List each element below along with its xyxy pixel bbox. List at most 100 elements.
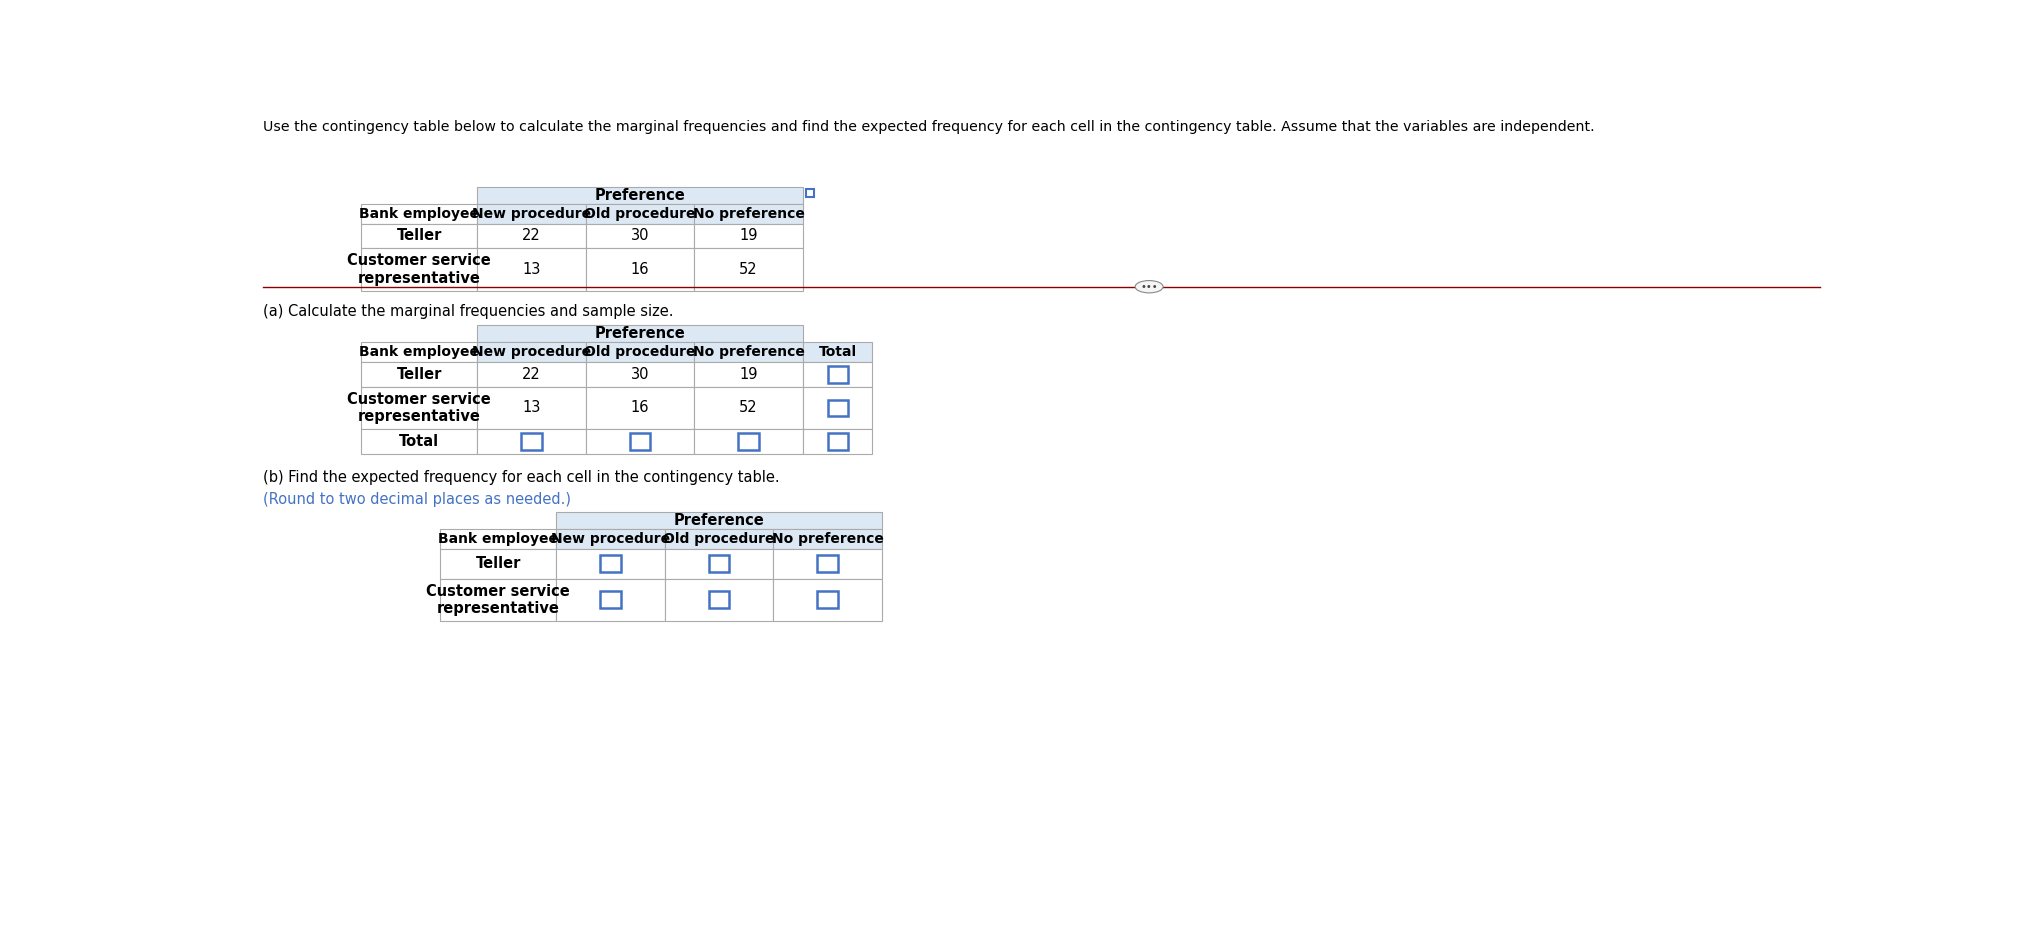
FancyBboxPatch shape — [478, 224, 585, 248]
FancyBboxPatch shape — [695, 248, 803, 290]
Text: 19: 19 — [740, 228, 758, 244]
Ellipse shape — [1136, 281, 1162, 293]
Text: Customer service
representative: Customer service representative — [347, 253, 492, 286]
Text: 30: 30 — [630, 228, 648, 244]
FancyBboxPatch shape — [827, 433, 847, 450]
FancyBboxPatch shape — [695, 429, 803, 454]
Text: •••: ••• — [1140, 282, 1158, 291]
Text: No preference: No preference — [693, 207, 805, 221]
FancyBboxPatch shape — [774, 549, 882, 579]
FancyBboxPatch shape — [362, 387, 478, 429]
FancyBboxPatch shape — [709, 591, 729, 608]
FancyBboxPatch shape — [695, 342, 803, 362]
FancyBboxPatch shape — [585, 429, 695, 454]
Text: Old procedure: Old procedure — [585, 346, 695, 359]
FancyBboxPatch shape — [362, 429, 478, 454]
FancyBboxPatch shape — [478, 326, 803, 342]
FancyBboxPatch shape — [803, 342, 872, 362]
Text: 13: 13 — [522, 262, 541, 277]
Text: Use the contingency table below to calculate the marginal frequencies and find t: Use the contingency table below to calcu… — [264, 120, 1595, 133]
Text: No preference: No preference — [693, 346, 805, 359]
FancyBboxPatch shape — [695, 204, 803, 224]
FancyBboxPatch shape — [695, 224, 803, 248]
FancyBboxPatch shape — [817, 591, 837, 608]
FancyBboxPatch shape — [585, 342, 695, 362]
FancyBboxPatch shape — [599, 555, 620, 572]
Text: 22: 22 — [522, 367, 541, 382]
FancyBboxPatch shape — [803, 429, 872, 454]
FancyBboxPatch shape — [557, 549, 664, 579]
FancyBboxPatch shape — [803, 387, 872, 429]
Text: Preference: Preference — [675, 513, 764, 528]
FancyBboxPatch shape — [585, 387, 695, 429]
FancyBboxPatch shape — [362, 204, 478, 224]
Text: No preference: No preference — [772, 532, 884, 546]
FancyBboxPatch shape — [585, 224, 695, 248]
Text: Customer service
representative: Customer service representative — [427, 584, 571, 616]
FancyBboxPatch shape — [585, 204, 695, 224]
Text: Preference: Preference — [595, 188, 685, 203]
FancyBboxPatch shape — [803, 362, 872, 387]
FancyBboxPatch shape — [478, 342, 585, 362]
Text: 52: 52 — [740, 262, 758, 277]
FancyBboxPatch shape — [774, 579, 882, 621]
Text: 22: 22 — [522, 228, 541, 244]
FancyBboxPatch shape — [807, 188, 815, 197]
FancyBboxPatch shape — [478, 429, 585, 454]
Text: New procedure: New procedure — [551, 532, 671, 546]
FancyBboxPatch shape — [441, 529, 557, 549]
FancyBboxPatch shape — [478, 187, 803, 204]
FancyBboxPatch shape — [664, 549, 774, 579]
FancyBboxPatch shape — [557, 512, 882, 529]
FancyBboxPatch shape — [827, 400, 847, 416]
Text: Old procedure: Old procedure — [585, 207, 695, 221]
FancyBboxPatch shape — [362, 342, 478, 362]
Text: 13: 13 — [522, 401, 541, 415]
FancyBboxPatch shape — [522, 433, 541, 450]
FancyBboxPatch shape — [478, 362, 585, 387]
FancyBboxPatch shape — [827, 366, 847, 383]
FancyBboxPatch shape — [630, 433, 650, 450]
Text: Teller: Teller — [396, 367, 441, 382]
Text: Teller: Teller — [396, 228, 441, 244]
Text: Bank employee: Bank employee — [360, 346, 480, 359]
Text: Total: Total — [819, 346, 858, 359]
FancyBboxPatch shape — [478, 204, 585, 224]
FancyBboxPatch shape — [557, 529, 664, 549]
Text: Bank employee: Bank employee — [360, 207, 480, 221]
Text: Total: Total — [398, 434, 439, 449]
FancyBboxPatch shape — [695, 362, 803, 387]
Text: New procedure: New procedure — [471, 207, 591, 221]
FancyBboxPatch shape — [362, 248, 478, 290]
Text: 19: 19 — [740, 367, 758, 382]
Text: 16: 16 — [630, 262, 648, 277]
FancyBboxPatch shape — [599, 591, 620, 608]
Text: Old procedure: Old procedure — [662, 532, 774, 546]
Text: 16: 16 — [630, 401, 648, 415]
FancyBboxPatch shape — [441, 579, 557, 621]
Text: Preference: Preference — [595, 327, 685, 341]
FancyBboxPatch shape — [817, 555, 837, 572]
Text: (Round to two decimal places as needed.): (Round to two decimal places as needed.) — [264, 491, 571, 506]
FancyBboxPatch shape — [664, 529, 774, 549]
FancyBboxPatch shape — [478, 248, 585, 290]
Text: Teller: Teller — [475, 556, 520, 571]
Text: 52: 52 — [740, 401, 758, 415]
Text: Bank employee: Bank employee — [439, 532, 559, 546]
FancyBboxPatch shape — [738, 433, 758, 450]
Text: New procedure: New procedure — [471, 346, 591, 359]
FancyBboxPatch shape — [664, 579, 774, 621]
FancyBboxPatch shape — [695, 387, 803, 429]
Text: Customer service
representative: Customer service representative — [347, 392, 492, 425]
FancyBboxPatch shape — [709, 555, 729, 572]
FancyBboxPatch shape — [362, 362, 478, 387]
FancyBboxPatch shape — [362, 224, 478, 248]
Text: (b) Find the expected frequency for each cell in the contingency table.: (b) Find the expected frequency for each… — [264, 470, 780, 485]
FancyBboxPatch shape — [478, 387, 585, 429]
FancyBboxPatch shape — [585, 248, 695, 290]
FancyBboxPatch shape — [585, 362, 695, 387]
FancyBboxPatch shape — [557, 579, 664, 621]
Text: (a) Calculate the marginal frequencies and sample size.: (a) Calculate the marginal frequencies a… — [264, 304, 675, 319]
Text: 30: 30 — [630, 367, 648, 382]
FancyBboxPatch shape — [774, 529, 882, 549]
